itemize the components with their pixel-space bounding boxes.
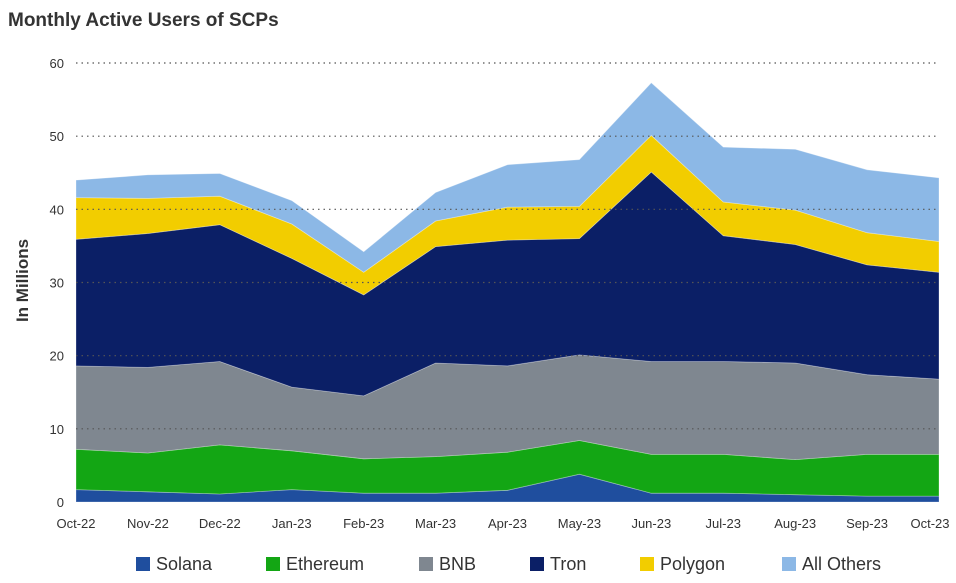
legend-item-tron[interactable]: Tron — [530, 550, 586, 578]
chart-title: Monthly Active Users of SCPs — [8, 10, 279, 31]
legend: Solana Ethereum BNB Tron Polygon All Others — [0, 550, 956, 578]
legend-item-ethereum[interactable]: Ethereum — [266, 550, 364, 578]
y-tick-label: 10 — [50, 422, 64, 437]
x-tick-label: Oct-22 — [56, 516, 95, 531]
legend-label: Polygon — [660, 553, 726, 574]
x-tick-label: Dec-22 — [199, 516, 241, 531]
x-tick-label: Oct-23 — [910, 516, 949, 531]
area-bnb — [75, 354, 940, 461]
y-tick-label: 40 — [50, 202, 64, 217]
y-axis-label: In Millions — [13, 239, 32, 322]
legend-label: Ethereum — [286, 553, 365, 574]
y-axis-ticks: 0 10 20 30 40 50 60 — [50, 56, 64, 510]
y-tick-label: 30 — [50, 276, 64, 291]
legend-item-polygon[interactable]: Polygon — [640, 550, 725, 578]
legend-label: Tron — [550, 553, 587, 574]
y-tick-label: 20 — [50, 349, 64, 364]
legend-swatch — [136, 557, 150, 571]
x-tick-label: Feb-23 — [343, 516, 384, 531]
x-tick-label: Jan-23 — [272, 516, 312, 531]
x-tick-label: Aug-23 — [774, 516, 816, 531]
legend-swatch — [266, 557, 280, 571]
x-tick-label: Jun-23 — [631, 516, 671, 531]
legend-item-solana[interactable]: Solana — [136, 550, 212, 578]
legend-item-bnb[interactable]: BNB — [419, 550, 476, 578]
legend-swatch — [782, 557, 796, 571]
x-tick-label: Sep-23 — [846, 516, 888, 531]
legend-swatch — [530, 557, 544, 571]
x-tick-label: Nov-22 — [127, 516, 169, 531]
legend-label: Solana — [156, 553, 213, 574]
y-tick-label: 60 — [50, 56, 64, 71]
x-tick-label: Jul-23 — [706, 516, 741, 531]
x-axis-ticks: Oct-22 Nov-22 Dec-22 Jan-23 Feb-23 Mar-23 Apr-… — [56, 516, 949, 531]
legend-label: All Others — [802, 553, 882, 574]
legend-item-all-others[interactable]: All Others — [782, 550, 881, 578]
x-tick-label: Mar-23 — [415, 516, 456, 531]
legend-swatch — [419, 557, 433, 571]
y-tick-label: 0 — [57, 495, 64, 510]
gridlines — [76, 62, 939, 430]
legend-label: BNB — [439, 553, 477, 574]
x-tick-label: May-23 — [558, 516, 601, 531]
x-tick-label: Apr-23 — [488, 516, 527, 531]
series-areas — [75, 82, 940, 503]
y-tick-label: 50 — [50, 129, 64, 144]
area-all-others — [75, 82, 940, 273]
legend-swatch — [640, 557, 654, 571]
